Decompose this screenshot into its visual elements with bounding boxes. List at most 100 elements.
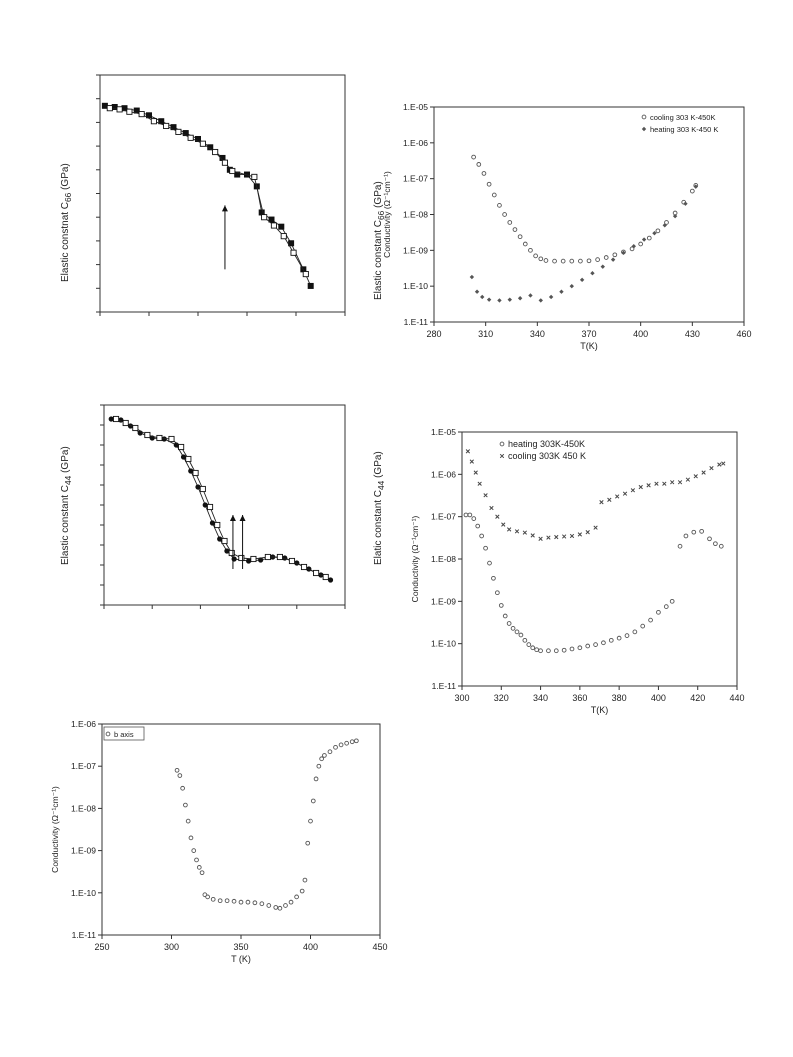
b-axis-cond-data-point — [185, 818, 191, 824]
c66-cond-data-point — [507, 220, 513, 225]
c44-cond-data-point — [487, 560, 492, 566]
b-axis-cond-data-point — [266, 903, 272, 908]
c66-cond-data-point — [517, 296, 523, 301]
c44-cond-legend-marker — [499, 441, 505, 447]
c44-cond-data-point — [721, 461, 726, 466]
b-axis-cond-data-point — [277, 905, 283, 911]
c44-elastic-series-1 — [112, 415, 329, 581]
c66-cond-data-point — [652, 231, 657, 236]
c44-cond-x-tick-label: 300 — [454, 693, 469, 703]
c44-elastic-data-point — [178, 443, 185, 451]
c44-elastic-data-point — [300, 563, 308, 571]
c44-elastic-data-point — [228, 549, 235, 557]
c44-elastic-data-point — [195, 484, 201, 490]
c44-cond-data-point — [514, 629, 520, 635]
c66-cond-data-point — [491, 192, 497, 198]
b-axis-cond-x-tick-label: 250 — [94, 942, 109, 952]
b-axis-cond-legend-marker — [105, 731, 111, 737]
c66-elastic-data-point — [268, 216, 275, 223]
c44-cond-data-point — [569, 646, 575, 652]
c44-elastic-data-point — [188, 468, 194, 474]
c44-cond-y-tick-label: 1.E-07 — [431, 512, 456, 522]
b-axis-cond-data-point — [194, 857, 199, 863]
c44-elastic-arrow-head — [239, 515, 246, 521]
c66-cond-x-tick-label: 460 — [736, 329, 751, 339]
c44-cond-data-point — [471, 516, 477, 521]
c66-cond-data-point — [533, 253, 538, 259]
c44-cond-data-point — [498, 603, 504, 608]
c44-elastic-data-point — [192, 469, 199, 477]
b-axis-cond-data-point — [231, 898, 237, 904]
c44-elastic-data-point — [132, 424, 139, 432]
c44-cond-data-point — [514, 529, 520, 534]
c44-cond-data-point — [718, 543, 724, 549]
b-axis-cond-y-tick-label: 1.E-06 — [71, 719, 96, 729]
c44-cond-y-axis-label: Conductivity (Ω⁻¹cm⁻¹) — [410, 516, 420, 603]
c66-cond-data-point — [497, 203, 502, 208]
c66-elastic-data-point — [288, 240, 295, 247]
b-axis-cond-data-point — [313, 776, 319, 782]
c66-elastic-data-point — [212, 148, 219, 156]
c44-cond-x-tick-label: 320 — [494, 693, 509, 703]
b-axis-cond-data-point — [205, 894, 210, 900]
c66-elastic-data-point — [229, 167, 236, 175]
c44-cond-data-point — [646, 483, 651, 488]
c44-cond-y-tick-label: 1.E-08 — [431, 554, 456, 564]
c44-elastic-data-point — [258, 557, 264, 563]
c44-cond-data-point — [607, 497, 612, 502]
c44-cond-data-point — [685, 477, 691, 482]
c44-cond-y-tick-label: 1.E-10 — [431, 639, 456, 649]
c44-cond-data-point — [475, 523, 481, 529]
c44-cond-data-point — [554, 534, 559, 540]
c66-cond-data-point — [569, 258, 575, 264]
c44-cond-data-point — [546, 648, 551, 654]
c66-cond-data-point — [595, 257, 600, 262]
b-axis-cond-x-axis-label: T (K) — [231, 954, 251, 964]
c44-cond-data-point — [615, 494, 620, 499]
c44-cond-data-point — [518, 632, 524, 638]
c44-cond-data-point — [608, 637, 614, 643]
c66-cond-x-tick-label: 370 — [581, 329, 596, 339]
c44-elastic-data-point — [122, 419, 129, 427]
c44-cond-data-point — [510, 626, 516, 631]
c66-cond-data-point — [641, 237, 647, 242]
c44-cond-data-point — [561, 534, 567, 539]
b-axis-cond-y-tick-label: 1.E-11 — [72, 930, 97, 940]
c66-elastic-data-point — [150, 118, 157, 125]
c66-cond-data-point — [631, 244, 636, 249]
c66-cond-data-point — [646, 235, 652, 241]
c44-elastic-data-point — [185, 455, 192, 463]
c66-elastic-data-point — [251, 173, 258, 180]
c44-cond-data-point — [530, 533, 535, 538]
c44-elastic-data-point — [206, 503, 214, 511]
c44-elastic-data-point — [264, 553, 271, 561]
c44-elastic-data-point — [246, 558, 252, 564]
c66-elastic-data-point — [290, 249, 297, 256]
b-axis-cond-data-point — [316, 763, 322, 769]
c44-cond-y-tick-label: 1.E-06 — [431, 469, 456, 479]
b-axis-cond-data-point — [259, 901, 265, 907]
c44-cond-data-point — [601, 640, 606, 646]
c66-elastic-data-point — [270, 222, 278, 229]
c44-cond-series-0 — [463, 512, 724, 654]
c44-cond-data-point — [616, 635, 622, 641]
c66-cond-x-tick-label: 340 — [530, 329, 545, 339]
c44-cond-data-point — [538, 536, 543, 541]
c44-cond-data-point — [670, 480, 675, 485]
c44-cond-data-point — [585, 530, 590, 535]
c44-cond-data-point — [632, 629, 638, 635]
c44-cond-data-point — [593, 642, 598, 647]
c44-elastic-data-point — [214, 521, 221, 529]
c44-elastic-data-point — [156, 434, 163, 442]
b-axis-cond-x-tick-label: 450 — [372, 942, 387, 952]
c44-cond-data-point — [691, 529, 697, 535]
c44-cond-x-tick-label: 400 — [651, 693, 666, 703]
c66-cond-data-point — [486, 181, 492, 187]
b-axis-cond-data-point — [183, 802, 188, 808]
c44-cond-data-point — [717, 462, 722, 467]
c44-elastic-data-point — [217, 536, 223, 542]
b-axis-cond-data-point — [338, 742, 344, 748]
c44-cond-data-point — [640, 623, 646, 629]
